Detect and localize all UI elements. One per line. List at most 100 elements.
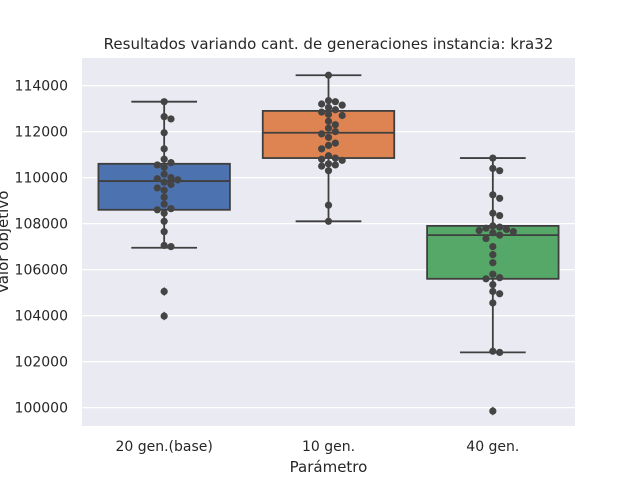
data-point	[338, 111, 346, 120]
data-point	[496, 167, 504, 175]
data-point	[324, 96, 333, 105]
data-point	[489, 243, 497, 251]
data-point	[167, 180, 175, 189]
data-point	[174, 176, 182, 184]
y-tick-label: 100000	[15, 401, 68, 417]
data-point	[489, 209, 497, 217]
y-tick-label: 114000	[15, 79, 68, 95]
data-point	[338, 101, 346, 109]
data-point	[331, 98, 339, 106]
data-point	[160, 113, 168, 121]
data-point	[331, 154, 339, 162]
y-tick-label: 102000	[15, 355, 68, 371]
chart-title: Resultados variando cant. de generacione…	[104, 35, 554, 53]
data-point	[160, 170, 168, 178]
data-point	[160, 228, 168, 236]
data-point	[167, 159, 175, 167]
data-point	[167, 243, 175, 251]
data-point	[324, 133, 333, 141]
y-axis-label: Valor objetivo	[0, 191, 12, 294]
data-point	[489, 259, 497, 267]
data-point	[318, 100, 326, 108]
data-point	[324, 152, 333, 160]
data-point	[496, 274, 504, 282]
data-point	[502, 225, 511, 233]
y-tick-labels: 100000 102000 104000 106000 108000 110000 1120…	[15, 79, 68, 417]
data-point	[167, 115, 175, 123]
data-point	[489, 164, 497, 172]
data-point	[318, 162, 326, 170]
x-tick-label: 40 gen.	[466, 439, 519, 455]
data-point	[160, 200, 168, 208]
data-point	[489, 407, 497, 415]
data-point	[489, 347, 497, 355]
data-point	[324, 141, 333, 149]
data-point	[489, 229, 497, 237]
swarm-points	[153, 71, 517, 415]
data-point	[160, 312, 168, 320]
data-point	[331, 106, 339, 114]
data-point	[489, 270, 497, 278]
data-point	[489, 191, 497, 199]
x-axis-label: Parámetro	[290, 458, 368, 476]
data-point	[324, 124, 333, 132]
data-point	[496, 211, 504, 220]
x-tick-labels: 20 gen.(base) 10 gen. 40 gen.	[115, 439, 519, 455]
y-tick-label: 106000	[15, 263, 68, 279]
data-point	[496, 194, 504, 202]
y-tick-label: 112000	[15, 125, 68, 141]
data-point	[324, 110, 333, 118]
data-point	[489, 222, 497, 230]
data-point	[331, 128, 339, 136]
x-tick-label: 10 gen.	[302, 439, 355, 455]
data-point	[160, 163, 168, 171]
data-point	[331, 121, 339, 129]
data-point	[489, 251, 497, 259]
data-point	[496, 223, 504, 231]
y-tick-label: 110000	[15, 171, 68, 187]
data-point	[482, 224, 490, 232]
data-point	[324, 167, 333, 175]
data-point	[489, 280, 497, 289]
data-point	[167, 174, 175, 182]
data-point	[153, 184, 161, 192]
data-point	[496, 290, 504, 298]
data-point	[153, 175, 161, 183]
data-point	[489, 287, 497, 296]
data-point	[489, 299, 497, 307]
data-point	[160, 217, 168, 225]
data-point	[160, 129, 168, 137]
data-point	[489, 154, 497, 162]
data-point	[482, 234, 490, 243]
data-point	[318, 108, 326, 116]
data-point	[324, 103, 333, 112]
data-point	[475, 226, 483, 235]
data-point	[496, 348, 504, 356]
data-point	[318, 155, 326, 163]
data-point	[318, 130, 326, 138]
data-point	[153, 161, 161, 169]
y-tick-label: 108000	[15, 217, 68, 233]
data-point	[160, 178, 168, 186]
data-point	[338, 156, 346, 164]
data-point	[160, 186, 168, 194]
data-point	[153, 206, 161, 214]
data-point	[160, 209, 168, 217]
data-point	[324, 160, 333, 168]
data-point	[482, 275, 490, 283]
data-point	[324, 201, 333, 209]
data-point	[160, 155, 168, 163]
data-point	[160, 241, 168, 250]
data-point	[167, 205, 175, 213]
data-point	[331, 139, 339, 147]
data-point	[331, 161, 339, 169]
data-point	[318, 145, 326, 153]
x-tick-label: 20 gen.(base)	[115, 439, 212, 455]
y-tick-label: 104000	[15, 309, 68, 325]
data-point	[160, 145, 168, 153]
data-point	[160, 193, 168, 201]
data-point	[496, 231, 504, 239]
data-point	[324, 71, 333, 79]
data-point	[509, 228, 517, 236]
